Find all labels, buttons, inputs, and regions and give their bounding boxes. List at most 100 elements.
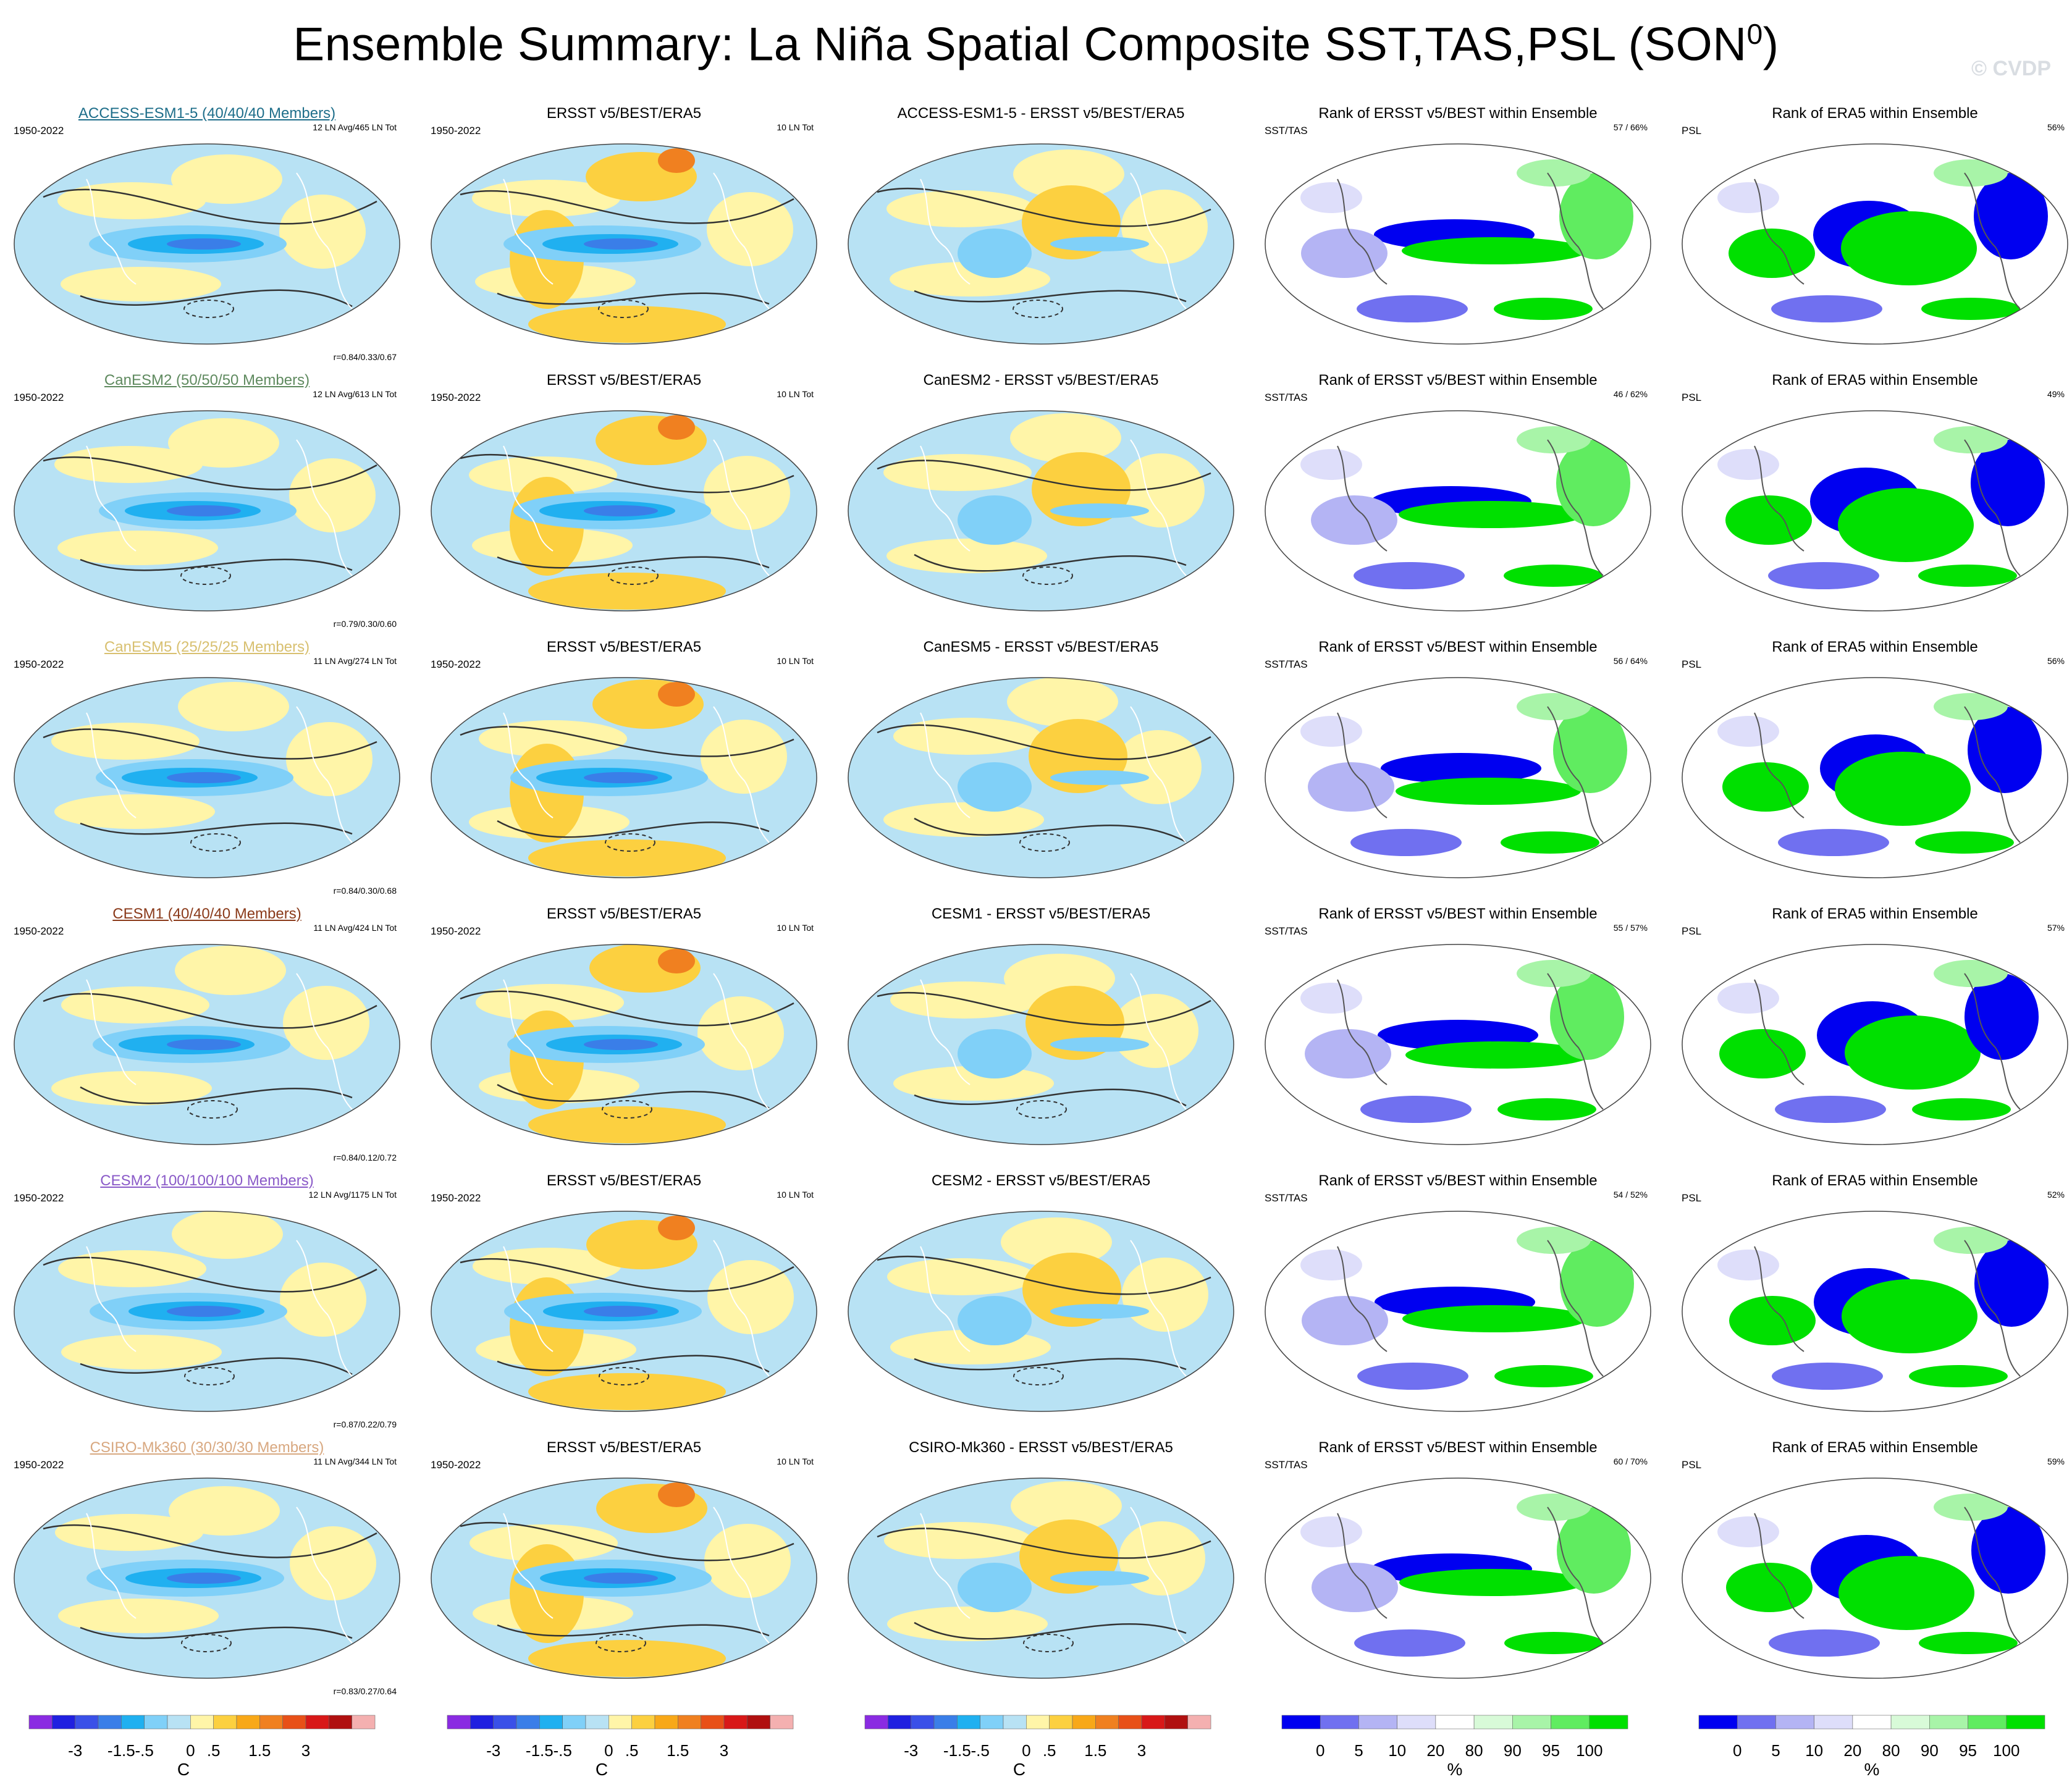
total-label: 10 LN Tot <box>777 656 814 666</box>
rank-region <box>1722 762 1809 812</box>
total-label: 10 LN Tot <box>777 923 814 933</box>
rank-region <box>1934 960 2008 987</box>
cold-center <box>167 1306 241 1317</box>
figure-title: Ensemble Summary: La Niña Spatial Compos… <box>293 18 1779 71</box>
warm-southern-ocean <box>528 306 726 343</box>
rank-percent: 52% <box>2047 1190 2065 1200</box>
low-rank-southern <box>1769 1629 1880 1657</box>
colorbar-box <box>259 1715 283 1729</box>
colorbar-tick-label: 1.5 <box>667 1741 689 1760</box>
pattern-correlation: r=0.84/0.30/0.68 <box>333 886 397 896</box>
warm-band <box>61 267 221 301</box>
rank-psl-title: Rank of ERA5 within Ensemble <box>1772 906 1978 922</box>
rank-percent: 54 / 52% <box>1613 1190 1648 1200</box>
period-label: 1950-2022 <box>431 925 481 937</box>
cool-diff <box>958 495 1032 545</box>
obs-title: ERSST v5/BEST/ERA5 <box>546 1439 702 1456</box>
colorbar-box <box>447 1715 471 1729</box>
colorbar-box <box>1435 1715 1475 1729</box>
cold-center <box>584 772 658 783</box>
robinson-map <box>1265 677 1651 878</box>
map-panel: CESM2 - ERSST v5/BEST/ERA5 <box>840 1172 1242 1432</box>
robinson-map <box>848 677 1234 878</box>
warm-region <box>707 192 793 266</box>
difference-title: CESM2 - ERSST v5/BEST/ERA5 <box>931 1172 1151 1189</box>
rank-region <box>1717 983 1779 1014</box>
map-panel: ERSST v5/BEST/ERA5 1950-2022 10 LN Tot <box>423 639 825 898</box>
robinson-map <box>1265 1211 1651 1412</box>
colorbar-boxes <box>864 1715 1211 1729</box>
colorbar-tick-label: 1.5 <box>1084 1741 1107 1760</box>
colorbar-tick-label: -3 <box>486 1741 501 1760</box>
period-label: 1950-2022 <box>431 1192 481 1204</box>
high-rank-region <box>1838 488 1974 562</box>
colorbar-box <box>1397 1715 1436 1729</box>
difference-title: ACCESS-ESM1-5 - ERSST v5/BEST/ERA5 <box>897 105 1185 122</box>
period-label: 1950-2022 <box>431 125 481 137</box>
variable-label: PSL <box>1682 1192 1702 1204</box>
variable-label: SST/TAS <box>1265 392 1308 403</box>
high-rank-southern <box>1494 1365 1593 1387</box>
rank-percent: 57 / 66% <box>1613 122 1648 132</box>
rank-region <box>1300 1250 1362 1280</box>
colorbar-box <box>585 1715 609 1729</box>
rank-region <box>1725 495 1812 545</box>
robinson-map <box>848 944 1234 1145</box>
colorbar-box <box>1814 1715 1853 1729</box>
period-label: 1950-2022 <box>14 1192 64 1204</box>
colorbar-box <box>1026 1715 1050 1729</box>
colorbar-box <box>1473 1715 1513 1729</box>
colorbar-tick-label: -.5 <box>135 1741 154 1760</box>
colorbar-tick-label: 0 <box>604 1741 613 1760</box>
colorbar-box <box>723 1715 748 1729</box>
avg-label: 12 LN Avg/465 LN Tot <box>313 122 397 132</box>
rank-region <box>1717 182 1779 213</box>
colorbar-box <box>1852 1715 1892 1729</box>
warm-southern-ocean <box>528 1640 726 1677</box>
colorbar-box <box>470 1715 494 1729</box>
high-rank-region <box>1835 752 1971 826</box>
rank-region <box>1559 173 1633 259</box>
period-label: 1950-2022 <box>14 925 64 937</box>
high-rank-southern <box>1919 1632 2018 1654</box>
warm-region <box>279 195 366 269</box>
colorbar-tick-label: -1.5 <box>107 1741 135 1760</box>
warm-band <box>887 1607 1048 1641</box>
diff-band <box>1050 770 1149 785</box>
high-rank-southern <box>1497 1098 1596 1120</box>
variable-label: PSL <box>1682 658 1702 670</box>
obs-title: ERSST v5/BEST/ERA5 <box>546 639 702 655</box>
rank-region <box>1517 1227 1591 1254</box>
obs-title: ERSST v5/BEST/ERA5 <box>546 372 702 389</box>
colorbar-tick-label: 80 <box>1882 1741 1900 1760</box>
total-label: 10 LN Tot <box>777 389 814 399</box>
rank_legend-colorbar: 0 5 10 20 80 90 95 100% <box>1281 1714 1629 1779</box>
diff-band <box>1050 1304 1149 1319</box>
map-panel: ERSST v5/BEST/ERA5 1950-2022 10 LN Tot <box>423 1439 825 1699</box>
high-rank-southern <box>1909 1365 2008 1387</box>
low-rank-southern <box>1357 295 1468 322</box>
low-rank-southern <box>1350 829 1462 856</box>
colorbar-boxes <box>447 1715 794 1729</box>
rank-region <box>1311 495 1397 545</box>
rank-region <box>1965 973 2039 1060</box>
difference-title: CSIRO-Mk360 - ERSST v5/BEST/ERA5 <box>909 1439 1173 1456</box>
colorbar-tick-label: 0 <box>186 1741 195 1760</box>
robinson-map <box>1265 143 1651 345</box>
warm-region <box>178 682 289 731</box>
rank-region <box>1971 1507 2045 1594</box>
map-panel: Rank of ERSST v5/BEST within Ensemble SST… <box>1257 1439 1659 1699</box>
warm-band <box>887 1258 1035 1295</box>
colorbar-tick-label: -1.5 <box>943 1741 971 1760</box>
robinson-map <box>14 944 400 1145</box>
variable-label: PSL <box>1682 925 1702 937</box>
variable-label: SST/TAS <box>1265 1192 1308 1204</box>
robinson-map <box>1682 1211 2068 1412</box>
low-rank-southern <box>1768 562 1879 589</box>
rank-percent: 56% <box>2047 656 2065 666</box>
colorbar-tick-label: 0 <box>1022 1741 1031 1760</box>
cool-diff <box>958 229 1032 278</box>
robinson-map <box>431 1477 817 1679</box>
warm-region <box>286 722 373 796</box>
high-rank-region <box>1845 1015 1981 1090</box>
